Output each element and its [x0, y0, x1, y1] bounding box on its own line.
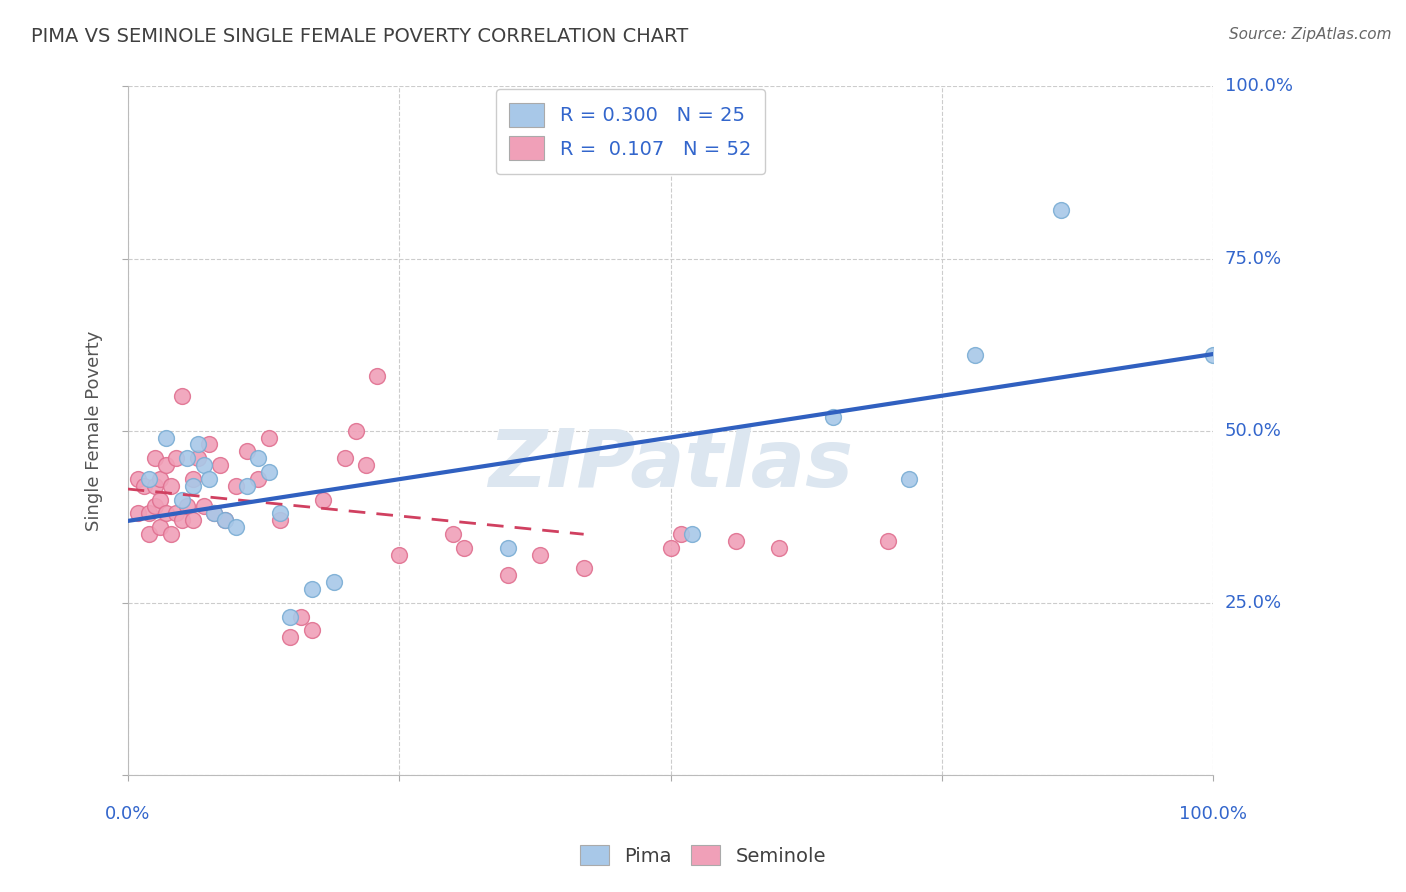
Point: [1202, 348, 1225, 362]
Point: [671, 527, 693, 541]
Point: [193, 500, 215, 514]
Point: [143, 479, 166, 493]
Point: [823, 409, 845, 424]
Point: [312, 492, 335, 507]
Point: [724, 533, 747, 548]
Point: [333, 451, 356, 466]
Point: [214, 513, 236, 527]
Point: [187, 437, 209, 451]
Text: 50.0%: 50.0%: [1225, 422, 1281, 440]
Point: [572, 561, 595, 575]
Point: [214, 513, 236, 527]
Point: [204, 506, 226, 520]
Point: [236, 479, 259, 493]
Point: [181, 472, 204, 486]
Point: [280, 630, 302, 644]
Point: [225, 520, 247, 534]
Point: [322, 575, 344, 590]
Point: [208, 458, 231, 472]
Point: [170, 389, 193, 403]
Point: [246, 472, 269, 486]
Point: [204, 506, 226, 520]
Text: 75.0%: 75.0%: [1225, 250, 1282, 268]
Point: [187, 451, 209, 466]
Point: [127, 472, 149, 486]
Point: [155, 431, 177, 445]
Point: [529, 548, 551, 562]
Point: [768, 541, 790, 555]
Point: [132, 479, 155, 493]
Point: [366, 368, 388, 383]
Point: [1050, 203, 1073, 218]
Point: [176, 500, 198, 514]
Text: 0.0%: 0.0%: [105, 805, 150, 823]
Point: [441, 527, 464, 541]
Point: [166, 506, 188, 520]
Point: [127, 506, 149, 520]
Point: [198, 437, 221, 451]
Point: [344, 424, 367, 438]
Point: [160, 527, 183, 541]
Text: 25.0%: 25.0%: [1225, 594, 1282, 612]
Point: [496, 541, 519, 555]
Point: [246, 451, 269, 466]
Point: [193, 458, 215, 472]
Point: [876, 533, 898, 548]
Point: [155, 458, 177, 472]
Text: Source: ZipAtlas.com: Source: ZipAtlas.com: [1229, 27, 1392, 42]
Point: [166, 451, 188, 466]
Point: [149, 520, 172, 534]
Point: [269, 506, 291, 520]
Point: [280, 609, 302, 624]
Point: [181, 479, 204, 493]
Legend: Pima, Seminole: Pima, Seminole: [572, 838, 834, 873]
Point: [198, 472, 221, 486]
Point: [898, 472, 921, 486]
Point: [301, 582, 323, 596]
Point: [138, 506, 160, 520]
Text: PIMA VS SEMINOLE SINGLE FEMALE POVERTY CORRELATION CHART: PIMA VS SEMINOLE SINGLE FEMALE POVERTY C…: [31, 27, 688, 45]
Point: [496, 568, 519, 582]
Point: [453, 541, 475, 555]
Point: [290, 609, 312, 624]
Point: [257, 431, 280, 445]
Point: [170, 513, 193, 527]
Legend: R = 0.300   N = 25, R =  0.107   N = 52: R = 0.300 N = 25, R = 0.107 N = 52: [496, 89, 765, 174]
Point: [257, 465, 280, 479]
Point: [681, 527, 703, 541]
Text: ZIPatlas: ZIPatlas: [488, 426, 853, 504]
Point: [143, 451, 166, 466]
Point: [963, 348, 986, 362]
Point: [160, 479, 183, 493]
Point: [225, 479, 247, 493]
Point: [301, 624, 323, 638]
Point: [181, 513, 204, 527]
Point: [388, 548, 411, 562]
Point: [138, 472, 160, 486]
Point: [155, 506, 177, 520]
Point: [149, 492, 172, 507]
Point: [170, 492, 193, 507]
Point: [143, 500, 166, 514]
Point: [149, 472, 172, 486]
Point: [659, 541, 682, 555]
Point: [138, 527, 160, 541]
Text: 100.0%: 100.0%: [1225, 78, 1292, 95]
Point: [176, 451, 198, 466]
Text: 100.0%: 100.0%: [1180, 805, 1247, 823]
Point: [356, 458, 378, 472]
Point: [269, 513, 291, 527]
Point: [236, 444, 259, 458]
Y-axis label: Single Female Poverty: Single Female Poverty: [86, 331, 103, 531]
